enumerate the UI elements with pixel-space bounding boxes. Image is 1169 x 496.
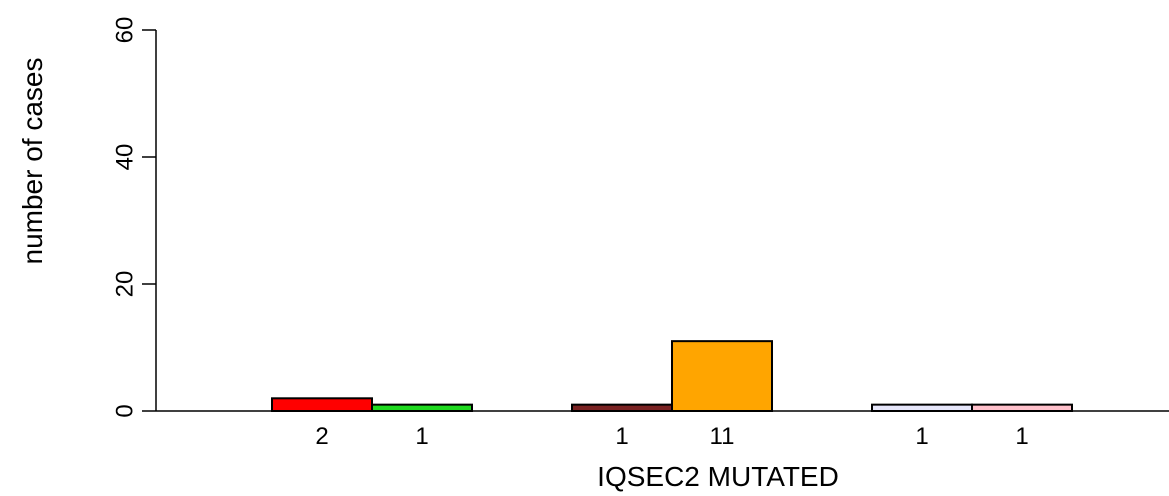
y-tick-label: 20 [111,271,138,298]
y-axis-title: number of cases [17,58,48,265]
bar-count-label: 1 [415,423,428,450]
bar-count-label: 2 [315,423,328,450]
y-tick-label: 40 [111,144,138,171]
bar [371,403,473,412]
bar [871,403,973,412]
bar [671,340,773,412]
bar-count-label: 11 [710,423,735,450]
bar [271,397,373,412]
y-tick-label: 60 [111,17,138,44]
y-axis-ticks: 0 20 40 60 [111,17,156,418]
bar-count-label: 1 [615,423,628,450]
x-axis-title: IQSEC2 MUTATED [597,461,839,492]
bar-labels: 2 1 1 11 1 1 [315,423,1028,450]
y-tick-label: 0 [111,404,138,417]
bar [971,403,1073,412]
bar [571,403,673,412]
bars [271,340,1073,412]
bar-count-label: 1 [1015,423,1028,450]
bar-count-label: 1 [915,423,928,450]
